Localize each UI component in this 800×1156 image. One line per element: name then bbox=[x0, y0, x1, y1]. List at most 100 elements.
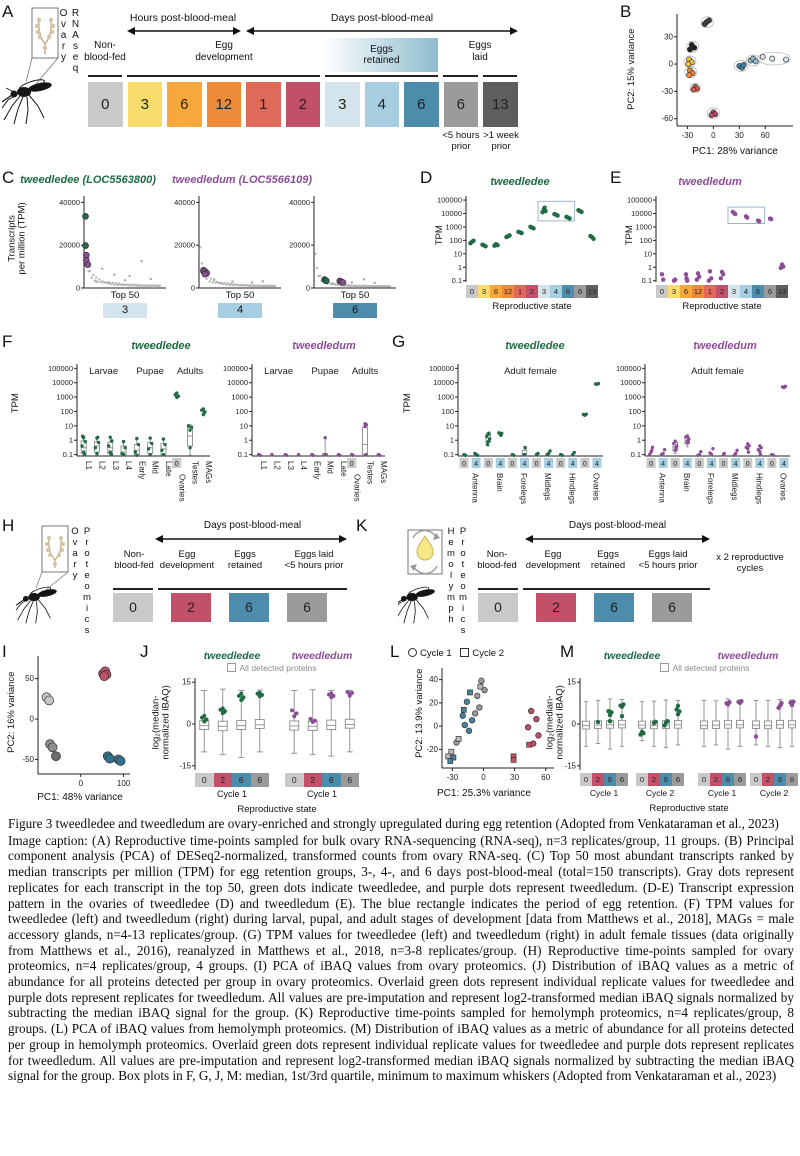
svg-text:Early: Early bbox=[312, 461, 321, 479]
stage-line bbox=[325, 75, 438, 77]
reproductive-state-boxes: 0 3 6 12 1 2 3 4 6 6 13 bbox=[656, 285, 788, 298]
svg-text:0: 0 bbox=[462, 461, 466, 468]
state-box: 2 bbox=[710, 773, 722, 786]
svg-text:-30: -30 bbox=[661, 87, 673, 96]
svg-text:1: 1 bbox=[648, 263, 652, 272]
state-box: 3 bbox=[325, 82, 360, 127]
female-tissues-plot-tweedledum: 100000 10000 1000 100 10 1 0.1 Adult female 0 4 0 4… bbox=[616, 364, 790, 504]
svg-text:Ovaries: Ovaries bbox=[177, 474, 186, 502]
state-box: 0 bbox=[88, 82, 123, 127]
legend-all-detected-proteins: All detected proteins bbox=[630, 663, 780, 673]
state-box: 12 bbox=[502, 285, 514, 298]
state-box: 6 bbox=[229, 593, 269, 622]
svg-text:Forelegs: Forelegs bbox=[519, 473, 528, 504]
svg-text:100: 100 bbox=[639, 236, 652, 245]
tweedledum-expression-plot: 100000 10000 1000 100 10 1 0.1 bbox=[627, 196, 786, 285]
days-arrow bbox=[525, 535, 710, 543]
tpm-axis-label: Transcripts per million (TPM) bbox=[6, 202, 28, 275]
ibaq-axis-label: log₂(median- normalized iBAQ) bbox=[150, 685, 172, 760]
gene-title-tweedledum: tweedledum bbox=[291, 650, 353, 662]
svg-text:4: 4 bbox=[571, 461, 575, 468]
svg-text:Early: Early bbox=[137, 461, 146, 479]
svg-text:0.1: 0.1 bbox=[63, 450, 73, 459]
state-box: 2 bbox=[648, 773, 660, 786]
svg-text:4: 4 bbox=[474, 461, 478, 468]
panel-E-title: tweedledum bbox=[678, 176, 742, 188]
svg-text:0: 0 bbox=[79, 779, 84, 788]
svg-text:-20: -20 bbox=[426, 745, 438, 754]
svg-text:4: 4 bbox=[523, 461, 527, 468]
svg-text:-15: -15 bbox=[179, 761, 191, 770]
svg-text:Testes: Testes bbox=[191, 461, 200, 484]
svg-text:0.1: 0.1 bbox=[642, 276, 652, 285]
state-box: 2 bbox=[762, 773, 774, 786]
hours-arrow bbox=[127, 27, 241, 35]
svg-text:1: 1 bbox=[450, 436, 454, 445]
state-box: 6 bbox=[722, 773, 734, 786]
svg-text:Mid: Mid bbox=[151, 461, 160, 474]
svg-text:100000: 100000 bbox=[48, 364, 73, 373]
svg-text:Adults: Adults bbox=[352, 366, 379, 377]
svg-text:1: 1 bbox=[637, 436, 641, 445]
svg-text:1000: 1000 bbox=[56, 393, 73, 402]
svg-text:0: 0 bbox=[697, 461, 701, 468]
svg-text:100000: 100000 bbox=[223, 364, 248, 373]
svg-text:10000: 10000 bbox=[227, 378, 248, 387]
svg-text:0: 0 bbox=[722, 461, 726, 468]
plot-area: 50 0 -50 0 100 bbox=[22, 656, 131, 788]
tweedledee-expression-plot: 100000 10000 1000 100 10 1 0.1 bbox=[437, 196, 596, 285]
state-box: 6 bbox=[594, 593, 634, 622]
svg-text:10: 10 bbox=[240, 421, 248, 430]
pca-hemolymph-proteomics-plot: 40 20 0 -20 -30 0 30 60 bbox=[426, 668, 554, 782]
svg-text:10: 10 bbox=[454, 249, 462, 258]
svg-text:1: 1 bbox=[244, 436, 248, 445]
svg-text:L2: L2 bbox=[272, 461, 281, 470]
svg-text:0: 0 bbox=[583, 461, 587, 468]
svg-text:0: 0 bbox=[191, 284, 195, 293]
svg-text:0: 0 bbox=[649, 461, 653, 468]
state-box: 13 bbox=[586, 285, 598, 298]
stage-line bbox=[523, 588, 710, 590]
plot-area: 15 0 -15 bbox=[564, 678, 626, 770]
svg-text:100000: 100000 bbox=[437, 196, 462, 205]
circulation-arrows-icon bbox=[412, 529, 438, 575]
plot-area: 40000 20000 0 bbox=[59, 196, 166, 293]
svg-text:MAGs: MAGs bbox=[379, 461, 388, 483]
panel-label-B: B bbox=[620, 2, 632, 21]
footnote-5-hours: <5 hours prior bbox=[442, 130, 480, 152]
svg-text:MAGs: MAGs bbox=[204, 461, 213, 483]
state-box: 6 bbox=[333, 303, 377, 318]
svg-text:30: 30 bbox=[735, 131, 744, 140]
pca-rnaseq-plot: 30 0 -30 -60 -30 0 30 60 bbox=[661, 14, 793, 140]
stage-line bbox=[478, 588, 518, 590]
state-box: 2 bbox=[716, 285, 728, 298]
state-box: 0 bbox=[285, 773, 304, 787]
panel-label-G: G bbox=[392, 332, 406, 351]
svg-text:60: 60 bbox=[761, 131, 770, 140]
hours-post-blood-meal-label: Hours post-blood-meal bbox=[129, 12, 237, 24]
pc1-axis-label: PC1: 48% variance bbox=[37, 792, 123, 803]
state-box: 0 bbox=[656, 285, 668, 298]
state-box: 3 bbox=[668, 285, 680, 298]
rnaseq-timepoint-boxes: 0 3 6 12 1 2 3 4 6 6 13 bbox=[88, 82, 518, 127]
svg-text:10: 10 bbox=[446, 421, 454, 430]
state-box: 2 bbox=[213, 773, 232, 787]
plot-area: 40 20 0 -20 -30 0 30 60 bbox=[426, 668, 554, 782]
cycle-label: Cycle 1 bbox=[707, 788, 737, 798]
svg-text:Adult female: Adult female bbox=[691, 366, 744, 377]
svg-text:Larvae: Larvae bbox=[89, 366, 118, 377]
hemolymph-boxplots-tweedledum-c2 bbox=[752, 699, 796, 749]
state-box: 2 bbox=[592, 773, 604, 786]
svg-text:4: 4 bbox=[782, 461, 786, 468]
ibaq-boxplots-tweedledee: 15 0 -15 bbox=[179, 678, 265, 770]
svg-text:Antenna: Antenna bbox=[471, 473, 480, 503]
figure-caption-body: Image caption: (A) Reproductive time-poi… bbox=[8, 832, 794, 1084]
female-tissues-plot-tweedledee: 100000 10000 1000 100 10 1 0.1 Adult female 0 4 0 4… bbox=[429, 364, 603, 504]
state-box: 6 bbox=[660, 773, 672, 786]
phase-eggs-laid: Eggs laid <5 hours prior bbox=[638, 549, 698, 571]
circle-icon bbox=[408, 648, 417, 657]
ovary-mosquito-icon bbox=[15, 525, 69, 624]
